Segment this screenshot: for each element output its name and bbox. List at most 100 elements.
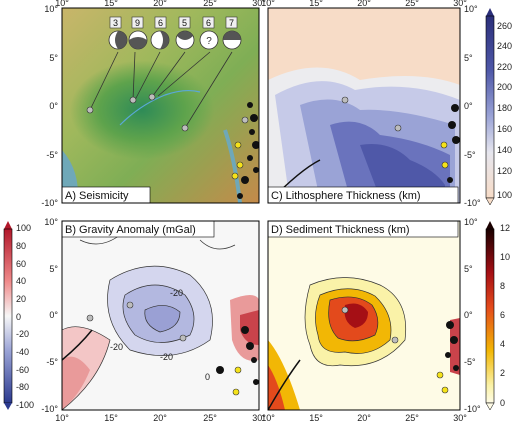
svg-text:10°: 10° — [55, 413, 69, 423]
panel-d-label-box — [268, 221, 459, 238]
panel-b-frame — [61, 220, 260, 411]
svg-text:5°: 5° — [49, 264, 58, 274]
svg-text:-5°: -5° — [46, 357, 58, 367]
svg-text:25°: 25° — [203, 0, 217, 8]
mechanism-2: 9 — [128, 16, 148, 50]
svg-text:-10°: -10° — [41, 198, 58, 208]
svg-text:5: 5 — [182, 18, 187, 28]
svg-text:260: 260 — [497, 21, 512, 31]
mechanism-5: 6 ? — [199, 16, 219, 50]
svg-text:120: 120 — [497, 166, 512, 176]
svg-text:25°: 25° — [405, 413, 419, 423]
svg-text:5°: 5° — [464, 53, 473, 63]
svg-text:10°: 10° — [44, 4, 58, 14]
panel-d-lat-ticks: 10° 5° 0° -5° -10° — [464, 217, 481, 414]
sediment-contours — [304, 277, 407, 367]
svg-text:140: 140 — [497, 145, 512, 155]
svg-text:25°: 25° — [405, 0, 419, 8]
svg-text:15°: 15° — [104, 413, 118, 423]
svg-text:180: 180 — [497, 103, 512, 113]
svg-text:30°: 30° — [252, 0, 266, 8]
panel-b-lat-ticks: 10° 5° 0° -5° -10° — [41, 217, 58, 414]
svg-text:10: 10 — [500, 252, 510, 262]
contour-label: -20 — [170, 288, 183, 298]
svg-text:10°: 10° — [44, 217, 58, 227]
svg-text:-10°: -10° — [464, 404, 481, 414]
panel-b-label: B) Gravity Anomaly (mGal) — [65, 224, 196, 236]
svg-text:0: 0 — [16, 312, 21, 322]
focal-mechanisms: 3 9 6 5 — [108, 16, 242, 50]
svg-text:0: 0 — [500, 398, 505, 408]
svg-text:100: 100 — [16, 223, 31, 233]
svg-text:-80: -80 — [16, 382, 29, 392]
colorbar-lithosphere: 260 240 220 200 180 160 140 120 100 — [485, 8, 512, 206]
panel-c-label: C) Lithosphere Thickness (km) — [271, 190, 421, 202]
panel-d-sediment: D) Sediment Thickness (km) — [268, 221, 460, 410]
svg-text:5°: 5° — [464, 264, 473, 274]
svg-text:5°: 5° — [49, 53, 58, 63]
contour-label: -20 — [160, 352, 173, 362]
svg-text:10°: 10° — [464, 4, 478, 14]
panel-a-lon-ticks: 10° 15° 20° 25° 30° — [55, 0, 266, 8]
svg-text:10°: 10° — [55, 0, 69, 8]
events — [341, 306, 459, 394]
svg-text:220: 220 — [497, 62, 512, 72]
mechanism-3: 6 — [150, 16, 170, 50]
svg-text:-10°: -10° — [464, 198, 481, 208]
contour-label: -20 — [110, 342, 123, 352]
svg-text:-40: -40 — [16, 347, 29, 357]
panel-b-label-box — [62, 221, 215, 238]
svg-text:30°: 30° — [453, 0, 467, 8]
svg-text:-5°: -5° — [464, 357, 476, 367]
svg-text:2: 2 — [500, 368, 505, 378]
svg-text:-5°: -5° — [46, 150, 58, 160]
svg-text:-5°: -5° — [464, 150, 476, 160]
svg-text:?: ? — [206, 36, 212, 47]
svg-text:-20: -20 — [16, 329, 29, 339]
svg-text:80: 80 — [16, 241, 26, 251]
events — [86, 301, 259, 396]
svg-text:20°: 20° — [153, 0, 167, 8]
panel-d-frame — [267, 220, 461, 411]
svg-text:30°: 30° — [252, 413, 266, 423]
events — [86, 93, 259, 199]
svg-text:30°: 30° — [453, 413, 467, 423]
svg-text:-100: -100 — [16, 400, 34, 410]
svg-text:200: 200 — [497, 82, 512, 92]
panel-d-lon-ticks: 10° 15° 20° 25° 30° — [261, 413, 467, 423]
panel-a-lat-ticks: 10° 5° 0° -5° -10° — [41, 4, 58, 208]
panel-a-frame — [61, 7, 260, 204]
svg-text:3: 3 — [113, 18, 118, 28]
svg-text:6: 6 — [158, 18, 163, 28]
panel-b-lon-ticks: 10° 15° 20° 25° 30° — [55, 413, 266, 423]
svg-text:240: 240 — [497, 41, 512, 51]
panel-a-seismicity: 3 9 6 5 — [62, 8, 259, 203]
leader-lines — [89, 51, 233, 129]
svg-text:20°: 20° — [153, 413, 167, 423]
svg-text:4: 4 — [500, 339, 505, 349]
panel-a-label-box — [62, 186, 151, 203]
svg-text:-60: -60 — [16, 365, 29, 375]
svg-text:25°: 25° — [203, 413, 217, 423]
panel-c-lon-ticks: 10° 15° 20° 25° 30° — [261, 0, 467, 8]
mechanism-1: 3 — [108, 16, 128, 50]
panel-c-label-box — [268, 186, 459, 203]
mechanism-6: 7 — [222, 16, 242, 50]
panel-c-lat-ticks: 10° 5° 0° -5° -10° — [464, 4, 481, 208]
panel-b-gravity: -20 -20 -20 0 B) Gravity Anomaly (mGal) — [62, 221, 259, 410]
svg-text:10°: 10° — [261, 413, 275, 423]
svg-text:12: 12 — [500, 223, 510, 233]
panel-c-lithosphere: C) Lithosphere Thickness (km) — [268, 8, 460, 203]
svg-text:8: 8 — [500, 281, 505, 291]
svg-text:100: 100 — [497, 190, 512, 200]
svg-text:-10°: -10° — [41, 404, 58, 414]
colorbar-gravity: 100 80 60 40 20 0 -20 -40 -60 -80 -100 — [3, 221, 34, 410]
svg-text:6: 6 — [500, 310, 505, 320]
svg-text:9: 9 — [135, 18, 140, 28]
contour-label: 0 — [205, 372, 210, 382]
svg-text:0°: 0° — [49, 101, 58, 111]
svg-text:7: 7 — [229, 18, 234, 28]
svg-text:10°: 10° — [464, 217, 478, 227]
river — [119, 89, 201, 126]
